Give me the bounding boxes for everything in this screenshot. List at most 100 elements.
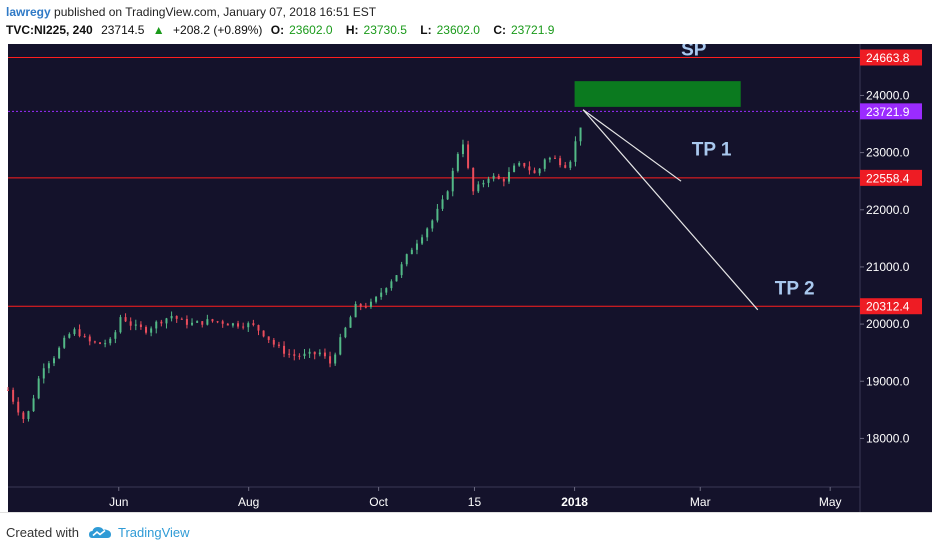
time-tick-label: 2018 bbox=[561, 495, 588, 509]
candle-body bbox=[114, 332, 117, 339]
low-label: L: bbox=[420, 23, 432, 37]
candle-body bbox=[119, 317, 122, 333]
candle-body bbox=[369, 301, 372, 307]
projection-trendline bbox=[582, 109, 682, 182]
candle-body bbox=[155, 321, 158, 329]
candle-body bbox=[400, 264, 403, 276]
candle-body bbox=[482, 182, 485, 185]
candle-body bbox=[206, 319, 209, 325]
candle-body bbox=[93, 341, 96, 343]
candle-body bbox=[523, 163, 526, 167]
candle-body bbox=[191, 322, 194, 325]
candle-body bbox=[431, 220, 434, 229]
candle-body bbox=[308, 351, 311, 354]
candle-body bbox=[175, 315, 178, 319]
price-tick-label: 21000.0 bbox=[866, 260, 910, 274]
candle-body bbox=[349, 317, 352, 328]
candle-body bbox=[487, 178, 490, 183]
current-price-tag bbox=[860, 103, 922, 120]
price-tick-label: 24000.0 bbox=[866, 88, 910, 102]
candle-body bbox=[415, 243, 418, 250]
price-tick-label: 20000.0 bbox=[866, 317, 910, 331]
symbol-label: TVC:NI225, 240 bbox=[6, 23, 93, 37]
price-tick-label: 19000.0 bbox=[866, 374, 910, 388]
candle-body bbox=[53, 358, 56, 364]
candle-body bbox=[564, 165, 567, 168]
candle-body bbox=[461, 144, 464, 155]
candle-body bbox=[436, 208, 439, 221]
candle-body bbox=[58, 347, 61, 359]
time-axis[interactable] bbox=[8, 487, 932, 512]
candle-body bbox=[68, 334, 71, 338]
level-price-tag bbox=[860, 298, 922, 315]
candle-body bbox=[47, 363, 50, 369]
candle-body bbox=[247, 323, 250, 328]
candle-body bbox=[354, 303, 357, 318]
close-label: C: bbox=[493, 23, 506, 37]
candle-body bbox=[196, 321, 199, 323]
candle-body bbox=[237, 323, 240, 327]
tradingview-cloud-icon[interactable] bbox=[88, 523, 112, 541]
candle-body bbox=[548, 157, 551, 160]
price-chart[interactable]: SP TP 1 TP 2 18000.0 19000.0 20000.0 21000.0 2… bbox=[0, 44, 932, 512]
candle-body bbox=[170, 315, 173, 319]
plot-background[interactable] bbox=[8, 44, 860, 487]
candle-body bbox=[104, 343, 107, 345]
candle-body bbox=[83, 336, 86, 338]
candle-body bbox=[293, 354, 296, 356]
candle-body bbox=[359, 303, 362, 307]
candle-body bbox=[257, 325, 260, 331]
up-arrow-icon: ▲ bbox=[152, 23, 165, 37]
candle-body bbox=[507, 171, 510, 182]
candle-body bbox=[42, 368, 45, 379]
author-link[interactable]: lawregy bbox=[6, 5, 51, 19]
price-change: +208.2 (+0.89%) bbox=[173, 23, 263, 37]
candle-body bbox=[211, 319, 214, 322]
candle-body bbox=[283, 345, 286, 354]
candle-body bbox=[262, 330, 265, 337]
candle-body bbox=[37, 378, 40, 399]
candle-body bbox=[226, 323, 229, 326]
tradingview-link[interactable]: TradingView bbox=[118, 525, 190, 540]
candle-body bbox=[380, 292, 383, 297]
candle-body bbox=[22, 412, 25, 419]
candle-body bbox=[441, 199, 444, 209]
candle-body bbox=[405, 254, 408, 265]
candle-body bbox=[231, 323, 234, 326]
candle-body bbox=[221, 321, 224, 324]
candle-body bbox=[375, 296, 378, 302]
projection-trendline bbox=[582, 109, 759, 311]
candle-body bbox=[201, 321, 204, 325]
level-price-tag-label: 20312.4 bbox=[866, 300, 910, 314]
price-tick-label: 22000.0 bbox=[866, 203, 910, 217]
time-tick-label: Jun bbox=[109, 495, 128, 509]
chart-header: lawregy published on TradingView.com, Ja… bbox=[0, 0, 932, 44]
candle-body bbox=[451, 170, 454, 192]
candle-body bbox=[543, 159, 546, 169]
candle-body bbox=[303, 353, 306, 357]
time-tick-label: May bbox=[819, 495, 842, 509]
candle-body bbox=[426, 228, 429, 238]
time-tick-label: 15 bbox=[468, 495, 482, 509]
candle-body bbox=[559, 158, 562, 166]
candle-body bbox=[109, 338, 112, 344]
candle-body bbox=[318, 352, 321, 355]
candle-body bbox=[538, 168, 541, 174]
candle-body bbox=[160, 321, 163, 324]
candle-body bbox=[150, 328, 153, 333]
candle-body bbox=[88, 336, 91, 342]
level-price-tag bbox=[860, 49, 922, 66]
candle-body bbox=[492, 175, 495, 179]
candle-body bbox=[288, 353, 291, 355]
candle-body bbox=[252, 323, 255, 326]
candle-body bbox=[528, 166, 531, 171]
level-price-tag-label: 22558.4 bbox=[866, 171, 910, 185]
candle-body bbox=[533, 170, 536, 174]
current-price-tag-label: 23721.9 bbox=[866, 105, 910, 119]
time-tick-label: Aug bbox=[238, 495, 259, 509]
price-tick-label: 23000.0 bbox=[866, 146, 910, 160]
candle-body bbox=[569, 161, 572, 168]
candle-body bbox=[139, 324, 142, 328]
close-value: 23721.9 bbox=[511, 23, 555, 37]
candle-body bbox=[99, 342, 102, 344]
